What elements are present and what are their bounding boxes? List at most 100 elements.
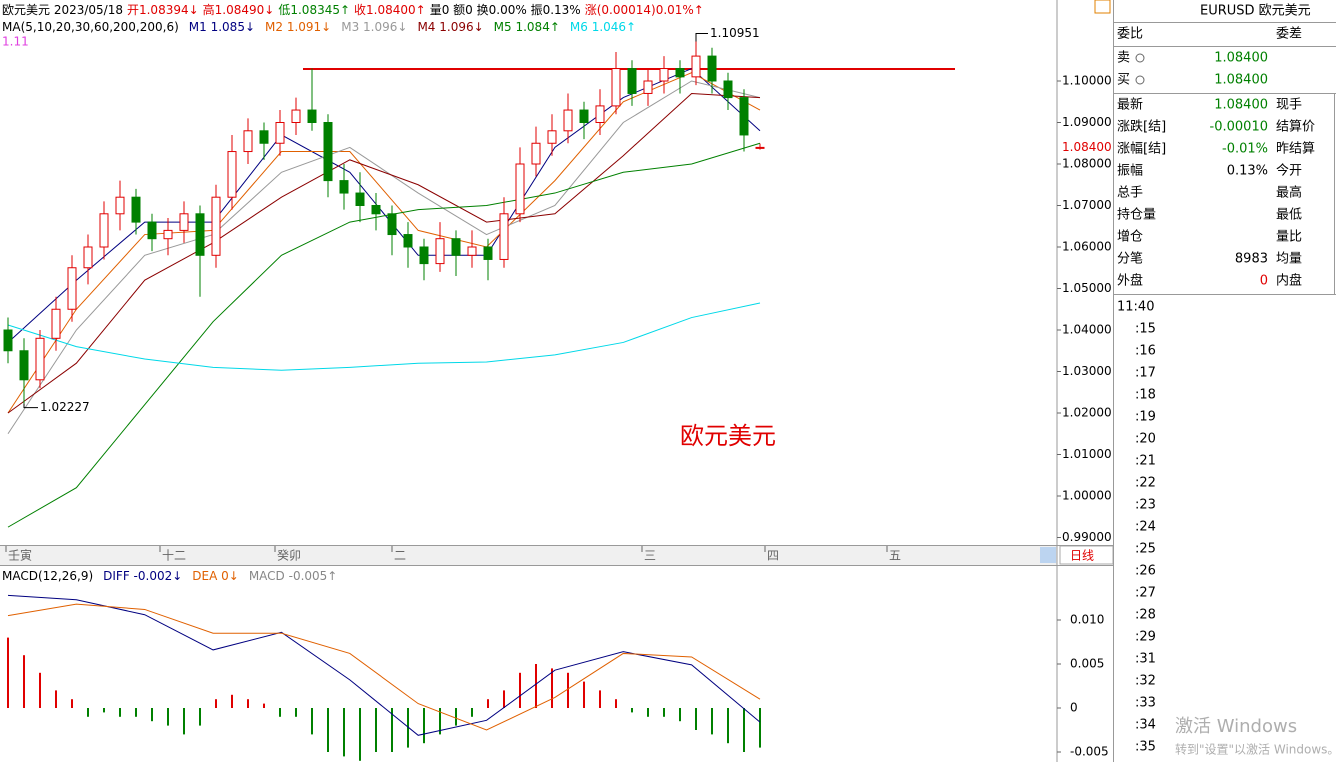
ma-legend-item: M4 1.096↓ <box>417 20 483 34</box>
quote-label: 增仓 <box>1117 230 1143 245</box>
quote-label: 振幅 <box>1117 164 1143 179</box>
high-pointer <box>695 33 708 42</box>
candle-body <box>339 180 349 194</box>
quote-label: 卖 <box>1117 51 1130 66</box>
ma-line <box>7 142 761 528</box>
header-segment: 欧元美元 2023/05/18 <box>2 3 123 17</box>
candle-body <box>307 109 317 124</box>
candle-body <box>291 109 301 124</box>
candle-body <box>355 192 365 207</box>
ma-title: MA(5,10,20,30,60,200,200,6) <box>2 20 179 34</box>
period-label[interactable]: 日线 <box>1070 549 1094 563</box>
tick-time: :34 <box>1135 718 1156 733</box>
header-segment: 高1.08490↓ <box>203 2 275 17</box>
price-tick-label: 1.05000 <box>1062 281 1112 295</box>
candle-body <box>579 109 589 124</box>
candle-body <box>403 234 413 248</box>
price-tick-label: 1.01000 <box>1062 447 1112 461</box>
candle-body <box>99 213 109 248</box>
candle-body <box>83 246 93 269</box>
windows-watermark-sub: 转到"设置"以激活 Windows。 <box>1175 742 1336 757</box>
candle-body <box>147 221 157 240</box>
tick-time: :22 <box>1135 476 1156 491</box>
quote-label: 持仓量 <box>1117 208 1156 223</box>
candle-body <box>531 142 541 165</box>
menu-icon[interactable] <box>1094 0 1111 14</box>
candle-body <box>115 196 125 215</box>
tick-time: :29 <box>1135 630 1156 645</box>
quote-label: 最新 <box>1117 97 1143 113</box>
time-axis-bar <box>0 545 1057 565</box>
ma-legend: MA(5,10,20,30,60,200,200,6) M1 1.085↓ M2 1… <box>2 20 636 34</box>
price-tick-label: 1.04000 <box>1062 323 1112 337</box>
low-pointer <box>23 403 38 409</box>
time-label: 壬寅 <box>8 548 32 563</box>
ma-legend-item: M5 1.084↑ <box>494 20 560 34</box>
price-tick-label: 1.06000 <box>1062 240 1112 254</box>
macd-tick-label: 0 <box>1070 701 1078 715</box>
candle-body <box>547 130 557 144</box>
candle-body <box>723 80 733 99</box>
tick-time: :18 <box>1135 388 1156 403</box>
quote-title: EURUSD 欧元美元 <box>1200 4 1311 19</box>
candle-body <box>675 68 685 78</box>
price-tick-label: 1.07000 <box>1062 198 1112 212</box>
quote-label: 分笔 <box>1117 251 1143 267</box>
candle-body <box>67 267 77 310</box>
candle-body <box>243 130 253 153</box>
candle-body <box>179 213 189 231</box>
quote-value: 1.08400 <box>1214 51 1268 66</box>
quote-value: -0.01% <box>1222 142 1268 157</box>
quote-value: 1.08400 <box>1214 73 1268 88</box>
tick-time: :25 <box>1135 542 1156 557</box>
tick-time: :23 <box>1135 498 1156 513</box>
candle-body <box>387 213 397 236</box>
candle-body <box>3 329 13 352</box>
header-segment: 开1.08394↓ <box>127 3 199 17</box>
quote-label: 外盘 <box>1117 273 1143 289</box>
price-tick-label: 1.00000 <box>1062 489 1112 503</box>
price-tick-label: 1.10000 <box>1062 74 1112 88</box>
candle-body <box>499 213 509 260</box>
quote-value: 0.13% <box>1227 164 1268 179</box>
ma-legend-item: M2 1.091↓ <box>265 20 331 34</box>
macd-tick-label: 0.010 <box>1070 613 1104 627</box>
candle-body <box>467 246 477 256</box>
candle-body <box>691 55 701 78</box>
time-label: 五 <box>889 549 901 563</box>
candle-body <box>755 146 765 149</box>
header-segment: 低1.08345↑ <box>278 3 350 17</box>
sell-icon <box>1135 53 1145 63</box>
price-tick-label: 0.99000 <box>1062 530 1112 544</box>
candle-body <box>323 122 333 182</box>
candle-body <box>35 337 45 381</box>
header-segment: 收1.08400↑ <box>354 3 426 17</box>
time-label: 三 <box>644 549 656 563</box>
header-segment: 量0 额0 换0.00% 振0.13% <box>430 3 581 17</box>
candle-body <box>659 68 669 82</box>
candle-body <box>371 205 381 215</box>
tick-time: :26 <box>1135 564 1156 579</box>
low-label: 1.02227 <box>40 400 90 414</box>
candle-body <box>259 130 269 144</box>
candle-body <box>483 246 493 260</box>
quote-label2: 结算价 <box>1276 120 1315 135</box>
scroll-thumb[interactable] <box>1040 547 1056 563</box>
candle-body <box>515 163 525 215</box>
candle-body <box>707 55 717 82</box>
candle-body <box>611 68 621 107</box>
quote-value: -0.00010 <box>1210 120 1268 135</box>
tick-time: :20 <box>1135 432 1156 447</box>
tick-time: :15 <box>1135 322 1156 337</box>
quote-label2: 今开 <box>1276 163 1302 179</box>
candle-body <box>451 238 461 256</box>
tick-time: :17 <box>1135 366 1156 381</box>
tick-time: :19 <box>1135 410 1156 425</box>
quote-label: 买 <box>1117 73 1130 88</box>
time-label: 十二 <box>162 549 186 563</box>
quote-value: 8983 <box>1235 252 1268 267</box>
quote-label2: 现手 <box>1276 98 1302 113</box>
tick-time: :28 <box>1135 608 1156 623</box>
